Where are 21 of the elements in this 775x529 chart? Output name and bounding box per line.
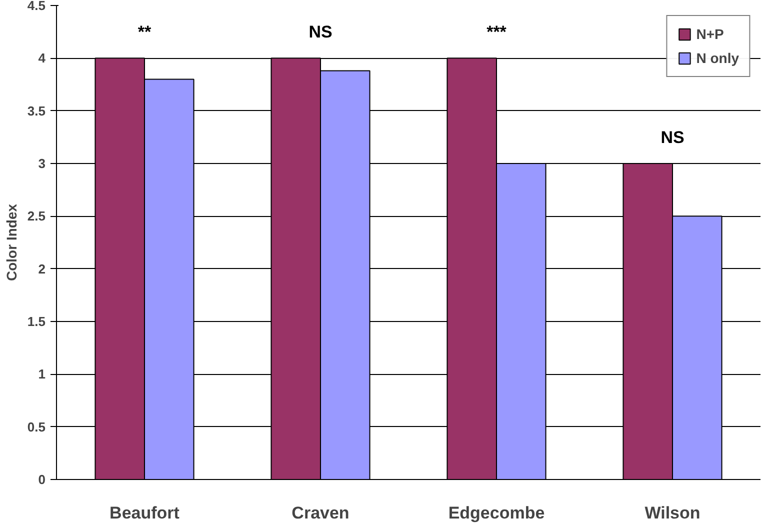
x-tick-label: Wilson [644,504,700,522]
x-tick-label: Craven [292,504,350,522]
legend-label: N+P [696,26,724,42]
y-tick-label: 0.5 [27,419,46,434]
legend-label: N only [696,50,739,66]
y-tick-label: 2 [38,261,46,276]
x-tick-label: Edgecombe [448,504,545,522]
y-axis-title: Color Index [3,204,20,282]
annotation: NS [660,128,684,147]
y-tick-label: 4 [38,50,46,66]
y-tick-label: 2.5 [27,208,46,224]
y-tick-label: 1.5 [27,314,46,329]
x-tick-label: Beaufort [110,504,180,522]
y-tick-label: 3 [38,156,46,171]
y-tick-label: 4.5 [27,0,46,13]
y-tick-label: 3.5 [27,103,46,118]
y-tick-label: 0 [38,472,46,487]
annotation: *** [486,22,507,42]
annotation: ** [138,22,152,42]
y-tick-label: 1 [38,366,46,382]
annotation: NS [308,22,332,42]
